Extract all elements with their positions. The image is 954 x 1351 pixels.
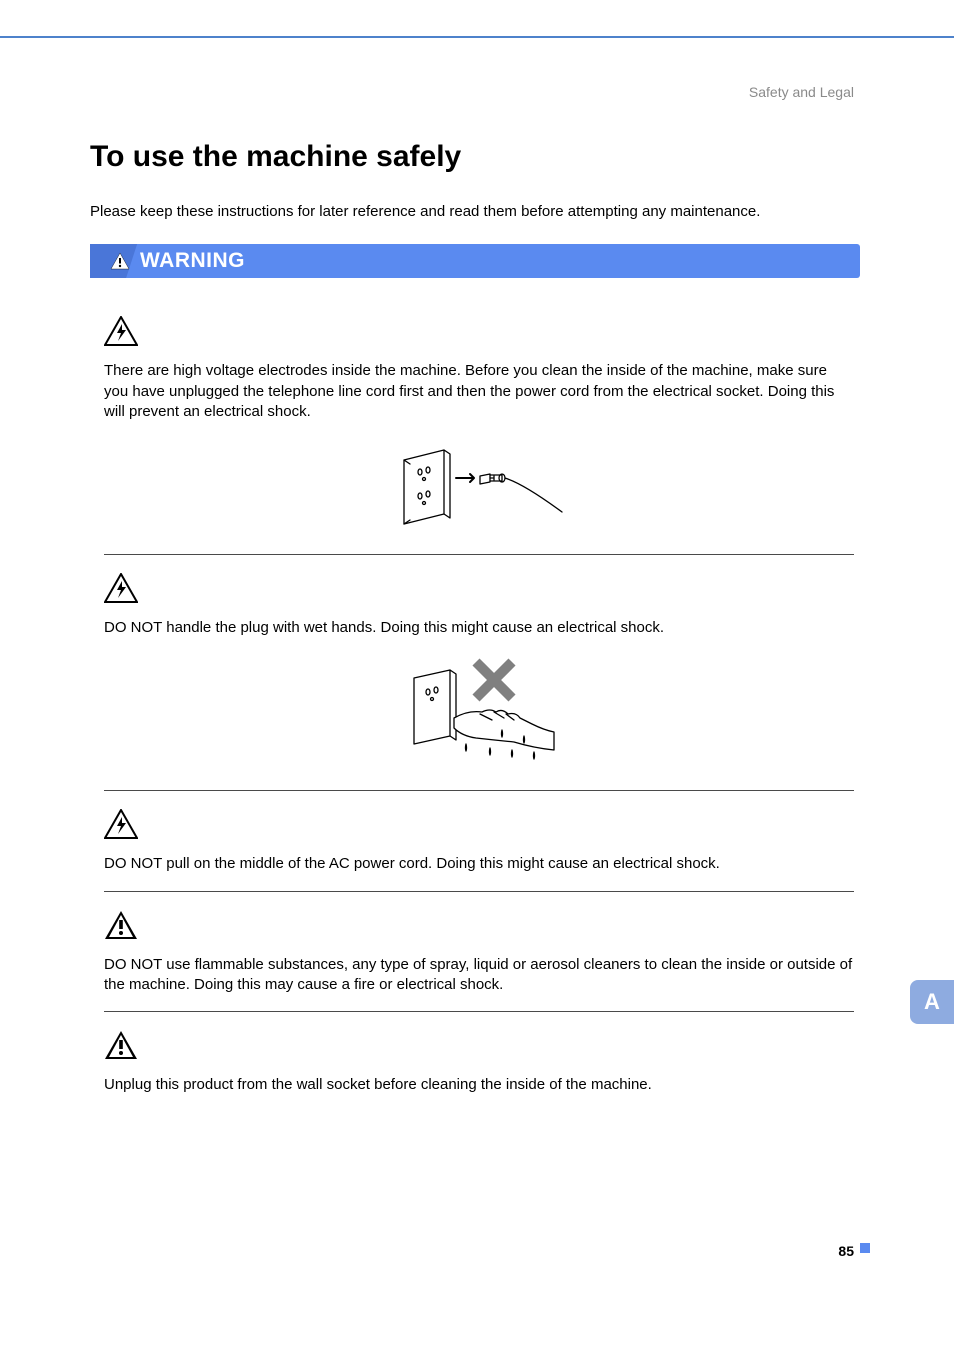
warning-text: DO NOT pull on the middle of the AC powe… (104, 854, 854, 874)
warning-text: Unplug this product from the wall socket… (104, 1075, 854, 1095)
caution-icon (104, 910, 854, 945)
unplug-illustration (104, 442, 854, 532)
section-tab: A (910, 980, 954, 1024)
intro-text: Please keep these instructions for later… (90, 202, 860, 222)
warning-label: WARNING (140, 249, 245, 273)
caution-icon (104, 1030, 854, 1065)
warning-header-bar: WARNING (90, 244, 860, 278)
warning-list: There are high voltage electrodes inside… (104, 298, 854, 1111)
shock-hazard-icon (104, 573, 854, 608)
page-content: To use the machine safely Please keep th… (90, 140, 860, 1111)
wet-hands-illustration (104, 658, 854, 768)
warning-text: DO NOT handle the plug with wet hands. D… (104, 618, 854, 638)
warning-item: There are high voltage electrodes inside… (104, 298, 854, 555)
page-number: 85 (838, 1243, 854, 1259)
warning-text: There are high voltage electrodes inside… (104, 361, 854, 422)
warning-text: DO NOT use flammable substances, any typ… (104, 955, 854, 996)
warning-triangle-icon (110, 252, 130, 270)
warning-item: Unplug this product from the wall socket… (104, 1012, 854, 1111)
shock-hazard-icon (104, 809, 854, 844)
page-title: To use the machine safely (90, 140, 860, 174)
page-marker (860, 1243, 870, 1253)
page-top-border (0, 36, 954, 38)
shock-hazard-icon (104, 316, 854, 351)
warning-item: DO NOT pull on the middle of the AC powe… (104, 791, 854, 891)
breadcrumb: Safety and Legal (749, 84, 854, 100)
warning-item: DO NOT use flammable substances, any typ… (104, 892, 854, 1013)
warning-item: DO NOT handle the plug with wet hands. D… (104, 555, 854, 791)
